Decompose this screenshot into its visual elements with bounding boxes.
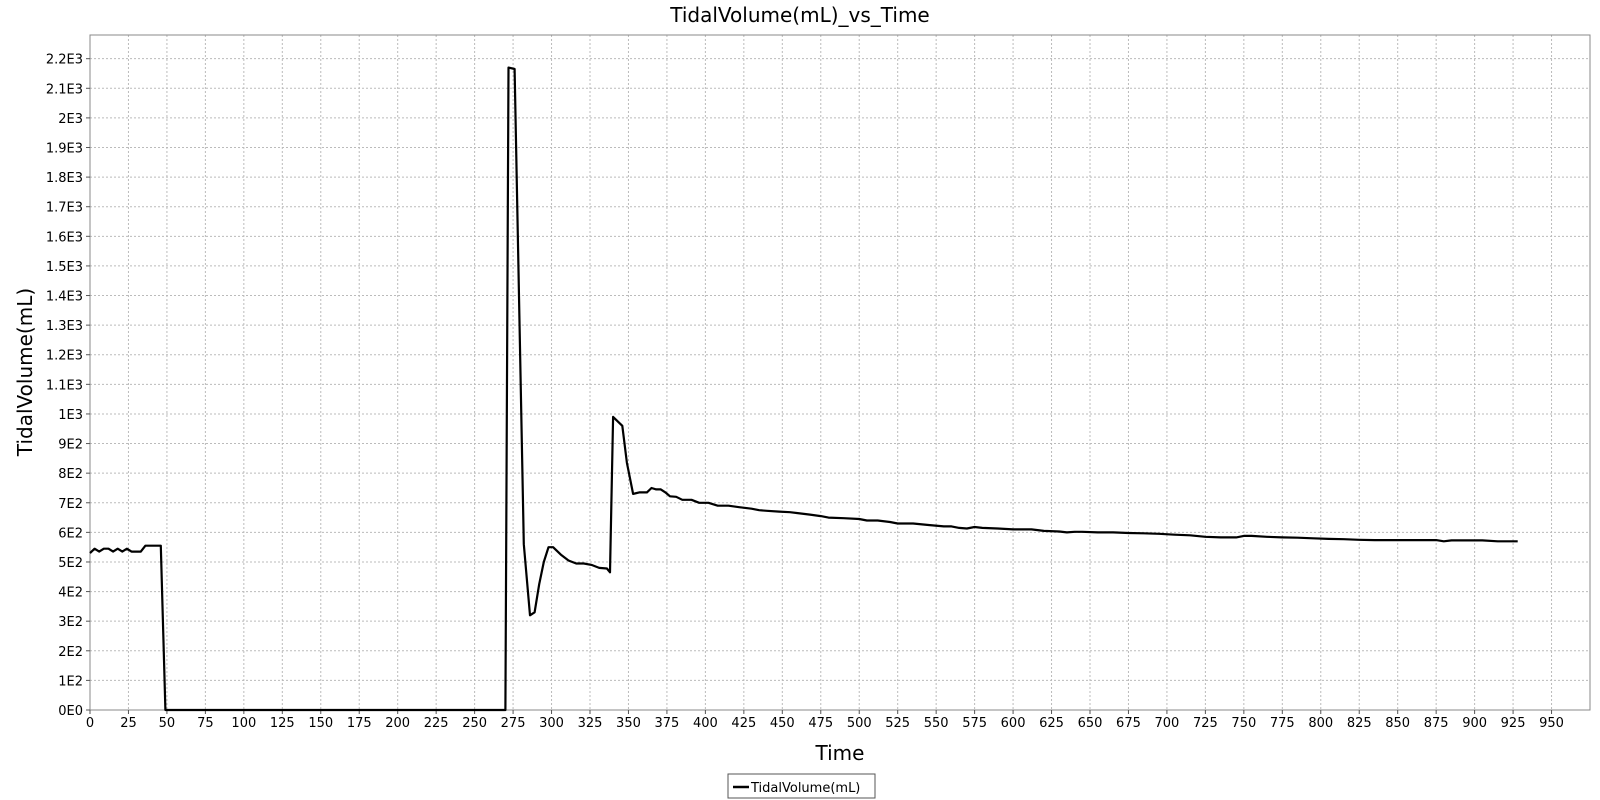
series-layer bbox=[89, 66, 1518, 712]
y-tick-label: 1.7E3 bbox=[46, 201, 83, 216]
y-tick-label: 0E0 bbox=[58, 704, 83, 719]
x-tick-label: 525 bbox=[885, 716, 910, 731]
y-tick-label: 1.3E3 bbox=[46, 319, 83, 334]
y-tick-label: 2E2 bbox=[58, 645, 83, 660]
x-tick-label: 825 bbox=[1347, 716, 1372, 731]
series-line-tidal-volume bbox=[89, 66, 1518, 712]
y-tick-label: 1.6E3 bbox=[46, 230, 83, 245]
x-tick-label: 325 bbox=[578, 716, 603, 731]
y-tick-label: 1E3 bbox=[58, 408, 83, 423]
y-tick-label: 2.1E3 bbox=[46, 82, 83, 97]
x-tick-label: 100 bbox=[231, 716, 256, 731]
chart-title: TidalVolume(mL)_vs_Time bbox=[669, 3, 929, 27]
x-tick-label: 575 bbox=[962, 716, 987, 731]
x-tick-label: 275 bbox=[501, 716, 526, 731]
x-tick-label: 225 bbox=[424, 716, 449, 731]
x-tick-label: 725 bbox=[1193, 716, 1218, 731]
x-tick-label: 500 bbox=[847, 716, 872, 731]
x-tick-label: 75 bbox=[197, 716, 214, 731]
x-tick-label: 125 bbox=[270, 716, 295, 731]
plot-area-border bbox=[89, 34, 1591, 711]
x-tick-label: 175 bbox=[347, 716, 372, 731]
x-tick-label: 625 bbox=[1039, 716, 1064, 731]
x-tick-label: 600 bbox=[1001, 716, 1026, 731]
y-tick-label: 2E3 bbox=[58, 112, 83, 127]
x-tick-label: 300 bbox=[539, 716, 564, 731]
x-tick-label: 150 bbox=[308, 716, 333, 731]
x-tick-label: 875 bbox=[1424, 716, 1449, 731]
y-tick-label: 1.2E3 bbox=[46, 349, 83, 364]
grid bbox=[89, 35, 1590, 711]
y-tick-label: 2.2E3 bbox=[46, 53, 83, 68]
y-tick-label: 1E2 bbox=[58, 674, 83, 689]
legend-label-tidal-volume: TidalVolume(mL) bbox=[750, 781, 860, 796]
x-tick-label: 925 bbox=[1501, 716, 1526, 731]
x-tick-label: 950 bbox=[1539, 716, 1564, 731]
x-tick-label: 650 bbox=[1078, 716, 1103, 731]
x-tick-label: 800 bbox=[1308, 716, 1333, 731]
x-tick-label: 850 bbox=[1385, 716, 1410, 731]
x-tick-label: 700 bbox=[1155, 716, 1180, 731]
x-tick-label: 375 bbox=[655, 716, 680, 731]
y-tick-label: 1.1E3 bbox=[46, 378, 83, 393]
y-tick-label: 1.8E3 bbox=[46, 171, 83, 186]
y-tick-label: 6E2 bbox=[58, 526, 83, 541]
x-tick-label: 900 bbox=[1462, 716, 1487, 731]
y-tick-label: 7E2 bbox=[58, 497, 83, 512]
y-axis-label: TidalVolume(mL) bbox=[13, 288, 37, 457]
x-axis-label: Time bbox=[815, 741, 865, 765]
x-tick-label: 750 bbox=[1231, 716, 1256, 731]
x-tick-label: 50 bbox=[159, 716, 176, 731]
legend-box bbox=[727, 773, 876, 799]
x-tick-label: 450 bbox=[770, 716, 795, 731]
y-tick-label: 3E2 bbox=[58, 615, 83, 630]
legend: TidalVolume(mL) bbox=[727, 773, 876, 799]
x-tick-label: 250 bbox=[462, 716, 487, 731]
y-tick-label: 1.9E3 bbox=[46, 142, 83, 157]
x-tick-label: 675 bbox=[1116, 716, 1141, 731]
x-tick-label: 400 bbox=[693, 716, 718, 731]
x-tick-label: 425 bbox=[731, 716, 756, 731]
x-tick-label: 0 bbox=[86, 716, 94, 731]
axis-ticks: 0 25 50 75 100 125 150 175 200 225 250 275 300 325 350… bbox=[46, 53, 1564, 731]
x-tick-label: 25 bbox=[120, 716, 137, 731]
y-tick-label: 1.5E3 bbox=[46, 260, 83, 275]
x-tick-label: 775 bbox=[1270, 716, 1295, 731]
y-tick-label: 8E2 bbox=[58, 467, 83, 482]
x-tick-label: 475 bbox=[808, 716, 833, 731]
y-tick-label: 9E2 bbox=[58, 438, 83, 453]
x-tick-label: 200 bbox=[385, 716, 410, 731]
y-tick-label: 5E2 bbox=[58, 556, 83, 571]
y-tick-label: 4E2 bbox=[58, 586, 83, 601]
x-tick-label: 550 bbox=[924, 716, 949, 731]
x-tick-label: 350 bbox=[616, 716, 641, 731]
y-tick-label: 1.4E3 bbox=[46, 290, 83, 305]
